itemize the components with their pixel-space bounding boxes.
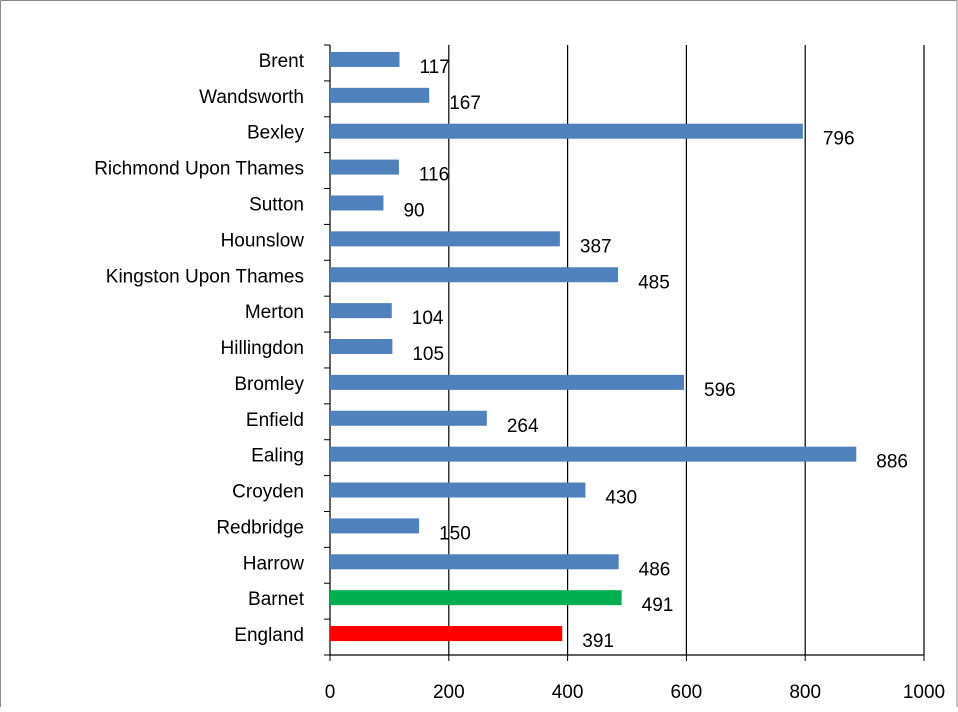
y-tick-label: Brent (259, 51, 305, 72)
x-tick-label: 200 (433, 682, 465, 703)
bar (330, 518, 420, 534)
y-tick-label: England (234, 625, 304, 646)
y-tick-label: Barnet (248, 589, 305, 610)
value-label: 486 (639, 559, 671, 580)
bar (330, 267, 619, 283)
value-label: 485 (638, 272, 670, 293)
x-tick-label: 0 (325, 682, 336, 703)
x-tick-label: 1000 (903, 682, 945, 703)
bar (330, 87, 430, 103)
bar (330, 626, 563, 642)
value-label: 796 (823, 129, 855, 150)
y-tick-label: Croyden (232, 482, 304, 503)
y-tick-label: Bromley (234, 374, 304, 395)
y-tick-label: Richmond Upon Thames (94, 159, 304, 180)
bar (330, 482, 586, 498)
bar (330, 195, 384, 211)
value-label: 430 (605, 488, 637, 509)
value-label: 105 (412, 344, 444, 365)
bar (330, 123, 803, 139)
y-tick-label: Sutton (249, 194, 304, 215)
y-tick-label: Wandsworth (199, 87, 304, 108)
y-tick-label: Merton (245, 302, 304, 323)
y-tick-label: Harrow (243, 553, 305, 574)
bar (330, 374, 685, 390)
x-tick-label: 400 (552, 682, 584, 703)
value-label: 116 (419, 165, 449, 186)
bar (330, 303, 392, 319)
y-tick-label: Enfield (246, 410, 304, 431)
y-tick-label: Hounslow (221, 230, 305, 251)
value-label: 886 (876, 452, 908, 473)
x-tick-label: 800 (789, 682, 821, 703)
bar (330, 339, 393, 354)
y-tick-label: Hillingdon (221, 338, 304, 359)
value-label: 596 (704, 380, 736, 401)
bar (330, 410, 487, 426)
y-tick-label: Ealing (251, 446, 304, 467)
bar (330, 446, 857, 462)
x-tick-label: 600 (671, 682, 703, 703)
value-label: 391 (582, 631, 614, 652)
y-tick-label: Redbridge (216, 517, 304, 538)
bar (330, 159, 399, 175)
y-tick-label: Kingston Upon Thames (106, 266, 304, 287)
value-label: 387 (580, 236, 612, 257)
value-label: 117 (419, 57, 449, 78)
value-label: 167 (449, 93, 481, 114)
bar (330, 554, 619, 570)
value-label: 90 (403, 200, 424, 221)
value-label: 491 (642, 595, 674, 616)
y-tick-label: Bexley (247, 123, 305, 144)
value-label: 150 (439, 523, 471, 544)
value-label: 264 (507, 416, 539, 437)
value-label: 104 (412, 308, 444, 329)
bar (330, 590, 622, 606)
bar (330, 51, 400, 67)
bar (330, 231, 560, 247)
